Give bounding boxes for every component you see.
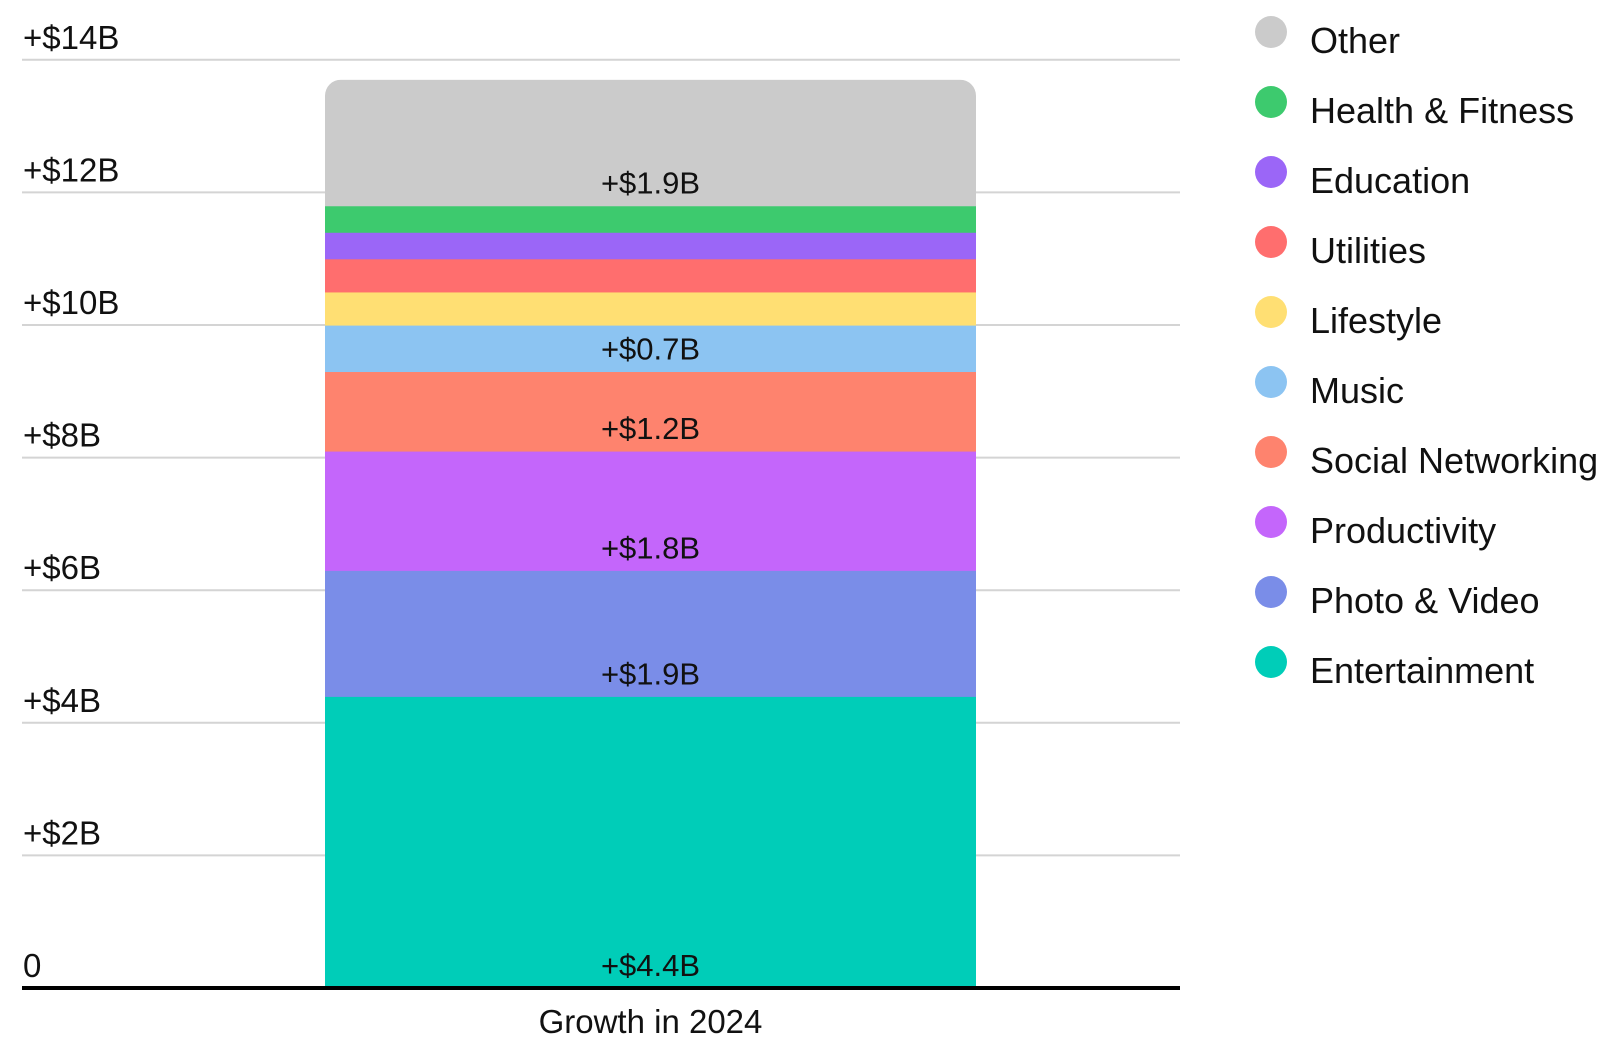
legend-label: Education bbox=[1310, 160, 1471, 201]
legend-label: Photo & Video bbox=[1310, 580, 1540, 621]
bar-segment-health-fitness bbox=[325, 205, 976, 233]
bar-segment-utilities bbox=[325, 258, 976, 293]
bar-segment-productivity bbox=[325, 450, 976, 571]
y-tick-label: +$10B bbox=[23, 284, 119, 321]
legend-label: Productivity bbox=[1310, 510, 1497, 551]
x-category-label: Growth in 2024 bbox=[539, 1003, 763, 1040]
bar-stack bbox=[325, 79, 976, 988]
bar-segment-entertainment bbox=[325, 696, 976, 988]
legend-swatch bbox=[1255, 436, 1287, 468]
legend-swatch bbox=[1255, 506, 1287, 538]
data-label: +$1.9B bbox=[601, 166, 700, 201]
bar-segment-lifestyle bbox=[325, 291, 976, 326]
data-label: +$1.2B bbox=[601, 411, 700, 446]
legend-swatch bbox=[1255, 16, 1287, 48]
legend-swatch bbox=[1255, 296, 1287, 328]
legend-label: Social Networking bbox=[1310, 440, 1599, 481]
data-label: +$1.8B bbox=[601, 530, 700, 565]
legend-label: Health & Fitness bbox=[1310, 90, 1575, 131]
bar-segment-social-networking bbox=[325, 371, 976, 452]
data-label: +$1.9B bbox=[601, 656, 700, 691]
legend-swatch bbox=[1255, 156, 1287, 188]
legend-label: Lifestyle bbox=[1310, 300, 1443, 341]
legend-swatch bbox=[1255, 366, 1287, 398]
legend-swatch bbox=[1255, 576, 1287, 608]
bar-segment-other bbox=[325, 79, 976, 207]
y-tick-label: +$6B bbox=[23, 549, 101, 586]
bar-segment-photo-video bbox=[325, 570, 976, 697]
y-tick-label: +$12B bbox=[23, 151, 119, 188]
legend-label: Music bbox=[1310, 370, 1405, 411]
data-label: +$4.4B bbox=[601, 948, 700, 983]
bar-segment-music bbox=[325, 325, 976, 373]
y-tick-label: +$2B bbox=[23, 814, 101, 851]
y-tick-label: +$4B bbox=[23, 682, 101, 719]
legend-swatch bbox=[1255, 226, 1287, 258]
legend-label: Other bbox=[1310, 20, 1401, 61]
y-tick-label: 0 bbox=[23, 947, 41, 984]
y-tick-label: +$14B bbox=[23, 19, 119, 56]
data-label: +$0.7B bbox=[601, 331, 700, 366]
legend-swatch bbox=[1255, 646, 1287, 678]
legend-label: Utilities bbox=[1310, 230, 1427, 271]
bar-segment-education bbox=[325, 232, 976, 260]
legend-label: Entertainment bbox=[1310, 650, 1535, 691]
y-tick-label: +$8B bbox=[23, 417, 101, 454]
legend-swatch bbox=[1255, 86, 1287, 118]
